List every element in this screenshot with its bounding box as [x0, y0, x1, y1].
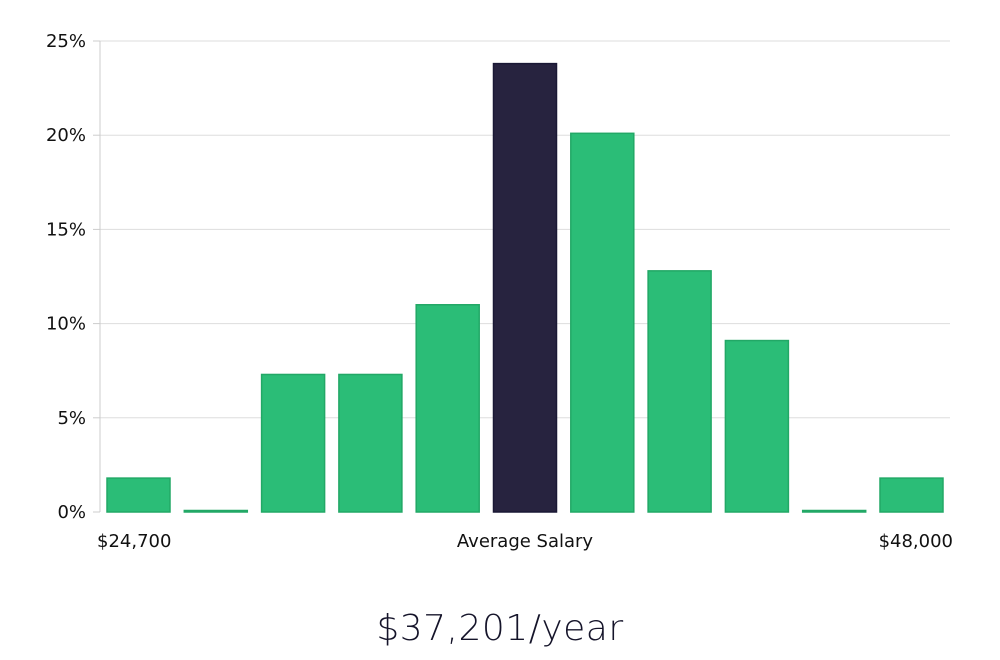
y-tick-label: 5%: [57, 408, 86, 429]
y-tick-label: 15%: [46, 219, 86, 240]
salary-distribution-chart: 0% 5% 10% 15% 20% 25% $24,700 Average Salary …: [46, 31, 953, 552]
y-tick-label: 25%: [46, 31, 86, 52]
bar: [415, 304, 480, 513]
y-tick-labels: 0% 5% 10% 15% 20% 25%: [46, 31, 86, 523]
bar: [879, 477, 944, 513]
bar: [801, 509, 867, 513]
bar: [570, 132, 635, 513]
y-tick-label: 10%: [46, 314, 86, 335]
bar: [106, 477, 171, 513]
bar: [647, 270, 712, 513]
bar-average-highlight: [492, 62, 558, 513]
bar: [338, 373, 403, 513]
bars: [106, 62, 944, 513]
x-max-label: $48,000: [879, 531, 953, 552]
average-salary-value: $37,201/year: [376, 608, 624, 649]
y-tick-label: 20%: [46, 125, 86, 146]
x-axis-title: Average Salary: [457, 531, 594, 552]
x-labels: $24,700 Average Salary $48,000: [97, 531, 953, 552]
bar: [183, 509, 249, 513]
bar: [724, 339, 790, 513]
y-tick-label: 0%: [57, 502, 86, 523]
x-min-label: $24,700: [97, 531, 171, 552]
bar: [260, 373, 326, 513]
